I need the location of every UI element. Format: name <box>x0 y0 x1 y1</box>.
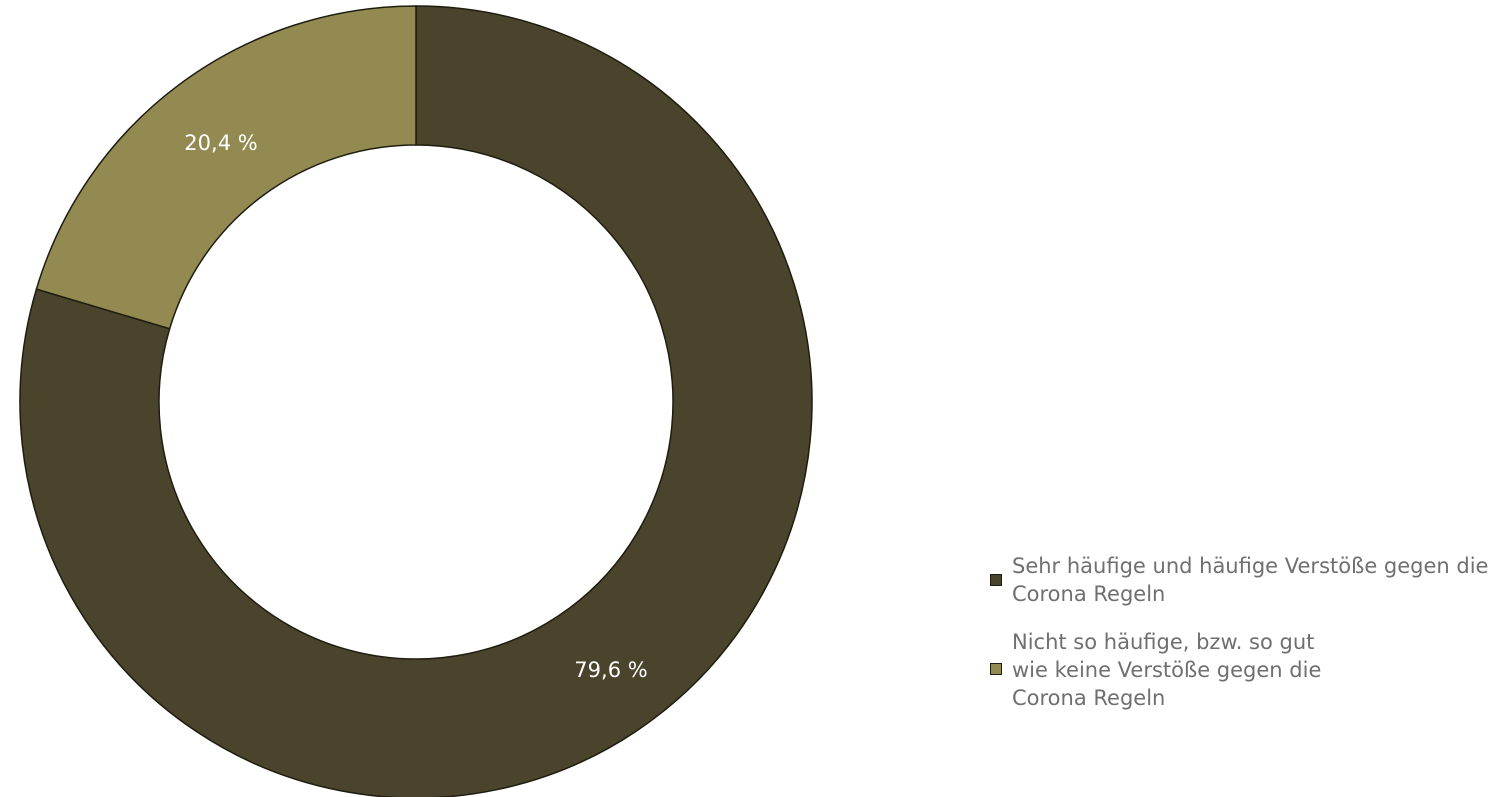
slice-label-sehr-haeufig: 79,6 % <box>574 658 647 682</box>
slice-label-nicht-so-haeufig: 20,4 % <box>184 131 257 155</box>
legend: Sehr häufige und häufige Verstöße gegen … <box>988 552 1498 732</box>
slice-sehr-haeufig[interactable] <box>19 5 813 797</box>
legend-label-sehr-haeufig: Sehr häufige und häufige Verstöße gegen … <box>1012 554 1489 606</box>
legend-item-nicht-so-haeufig[interactable]: Nicht so häufige, bzw. so gut wie keine … <box>988 628 1498 712</box>
legend-label-nicht-so-haeufig: Nicht so häufige, bzw. so gut wie keine … <box>1012 630 1322 710</box>
legend-swatch-nicht-so-haeufig <box>990 663 1002 675</box>
donut-slices <box>19 5 813 797</box>
legend-item-sehr-haeufig[interactable]: Sehr häufige und häufige Verstöße gegen … <box>988 552 1498 608</box>
slice-nicht-so-haeufig[interactable] <box>35 5 417 330</box>
slice-labels: 79,6 % 20,4 % <box>184 131 647 682</box>
legend-swatch-sehr-haeufig <box>990 574 1002 586</box>
